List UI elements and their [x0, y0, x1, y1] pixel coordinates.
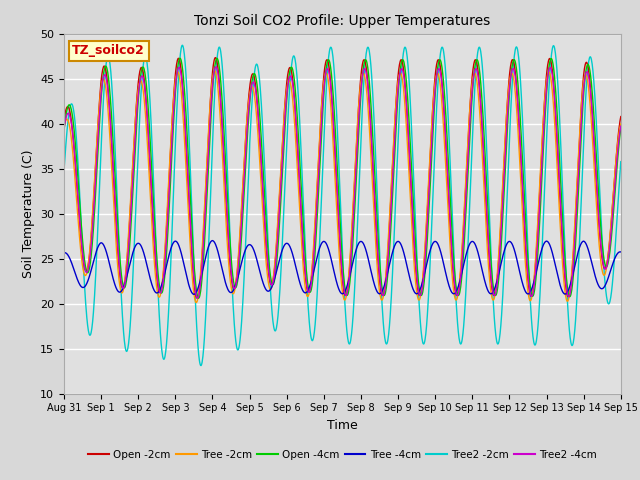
- Open -4cm: [617, 125, 625, 131]
- Tree -4cm: [502, 242, 510, 248]
- Open -4cm: [184, 153, 192, 159]
- Line: Open -4cm: Open -4cm: [64, 58, 621, 298]
- Line: Tree -2cm: Tree -2cm: [64, 71, 621, 302]
- Tree -2cm: [211, 68, 218, 73]
- Line: Tree2 -4cm: Tree2 -4cm: [64, 67, 621, 298]
- Tree2 -2cm: [247, 118, 255, 124]
- Tree -2cm: [184, 201, 191, 206]
- Tree2 -4cm: [194, 295, 202, 301]
- Tree -2cm: [193, 300, 200, 305]
- Tree2 -2cm: [60, 168, 68, 173]
- Tree -2cm: [170, 88, 178, 94]
- Y-axis label: Soil Temperature (C): Soil Temperature (C): [22, 149, 35, 278]
- Open -2cm: [502, 117, 510, 123]
- Tree2 -4cm: [429, 108, 437, 113]
- Open -4cm: [429, 118, 437, 124]
- Open -4cm: [502, 146, 510, 152]
- Open -2cm: [247, 76, 255, 82]
- Tree2 -4cm: [552, 108, 559, 113]
- Line: Tree2 -2cm: Tree2 -2cm: [64, 45, 621, 366]
- Legend: Open -2cm, Tree -2cm, Open -4cm, Tree -4cm, Tree2 -2cm, Tree2 -4cm: Open -2cm, Tree -2cm, Open -4cm, Tree -4…: [84, 445, 601, 464]
- Tree2 -4cm: [170, 98, 178, 104]
- Tree2 -4cm: [212, 64, 220, 70]
- Tree -4cm: [247, 242, 255, 248]
- Tree2 -4cm: [502, 132, 510, 137]
- Tree2 -4cm: [184, 172, 191, 178]
- Open -2cm: [60, 117, 68, 122]
- Open -2cm: [552, 108, 559, 114]
- Tree -2cm: [552, 132, 559, 138]
- Open -2cm: [193, 295, 201, 301]
- Tree -2cm: [429, 95, 437, 101]
- Tree -4cm: [170, 239, 178, 244]
- Open -4cm: [552, 84, 559, 90]
- Open -2cm: [211, 55, 219, 60]
- Open -2cm: [184, 177, 191, 182]
- Tree2 -4cm: [60, 126, 68, 132]
- Tree -4cm: [617, 249, 625, 255]
- Tree2 -2cm: [552, 50, 559, 56]
- Tree2 -4cm: [247, 87, 255, 93]
- Open -2cm: [429, 93, 437, 99]
- Tree2 -2cm: [197, 363, 205, 369]
- Tree -2cm: [60, 124, 68, 130]
- Tree -2cm: [247, 85, 255, 91]
- Tree -2cm: [502, 116, 510, 121]
- Line: Tree -4cm: Tree -4cm: [64, 240, 621, 294]
- Open -2cm: [617, 114, 625, 120]
- Tree2 -2cm: [429, 177, 437, 182]
- Tree2 -2cm: [617, 159, 625, 165]
- Open -4cm: [176, 55, 184, 61]
- Open -4cm: [60, 128, 68, 133]
- Tree2 -2cm: [170, 169, 178, 175]
- Line: Open -2cm: Open -2cm: [64, 58, 621, 298]
- Open -4cm: [195, 295, 202, 301]
- Open -4cm: [247, 87, 255, 93]
- Open -4cm: [170, 108, 178, 113]
- Tree -4cm: [429, 240, 437, 245]
- X-axis label: Time: Time: [327, 419, 358, 432]
- Tree2 -2cm: [179, 42, 186, 48]
- Text: TZ_soilco2: TZ_soilco2: [72, 44, 145, 58]
- Open -2cm: [170, 84, 178, 90]
- Tree2 -4cm: [617, 123, 625, 129]
- Title: Tonzi Soil CO2 Profile: Upper Temperatures: Tonzi Soil CO2 Profile: Upper Temperatur…: [195, 14, 490, 28]
- Tree -4cm: [190, 291, 198, 297]
- Tree -4cm: [552, 263, 559, 268]
- Tree -4cm: [184, 278, 191, 284]
- Tree -4cm: [60, 250, 68, 256]
- Tree -2cm: [617, 121, 625, 127]
- Tree2 -2cm: [502, 214, 510, 220]
- Tree -4cm: [209, 238, 216, 243]
- Tree2 -2cm: [184, 115, 192, 120]
